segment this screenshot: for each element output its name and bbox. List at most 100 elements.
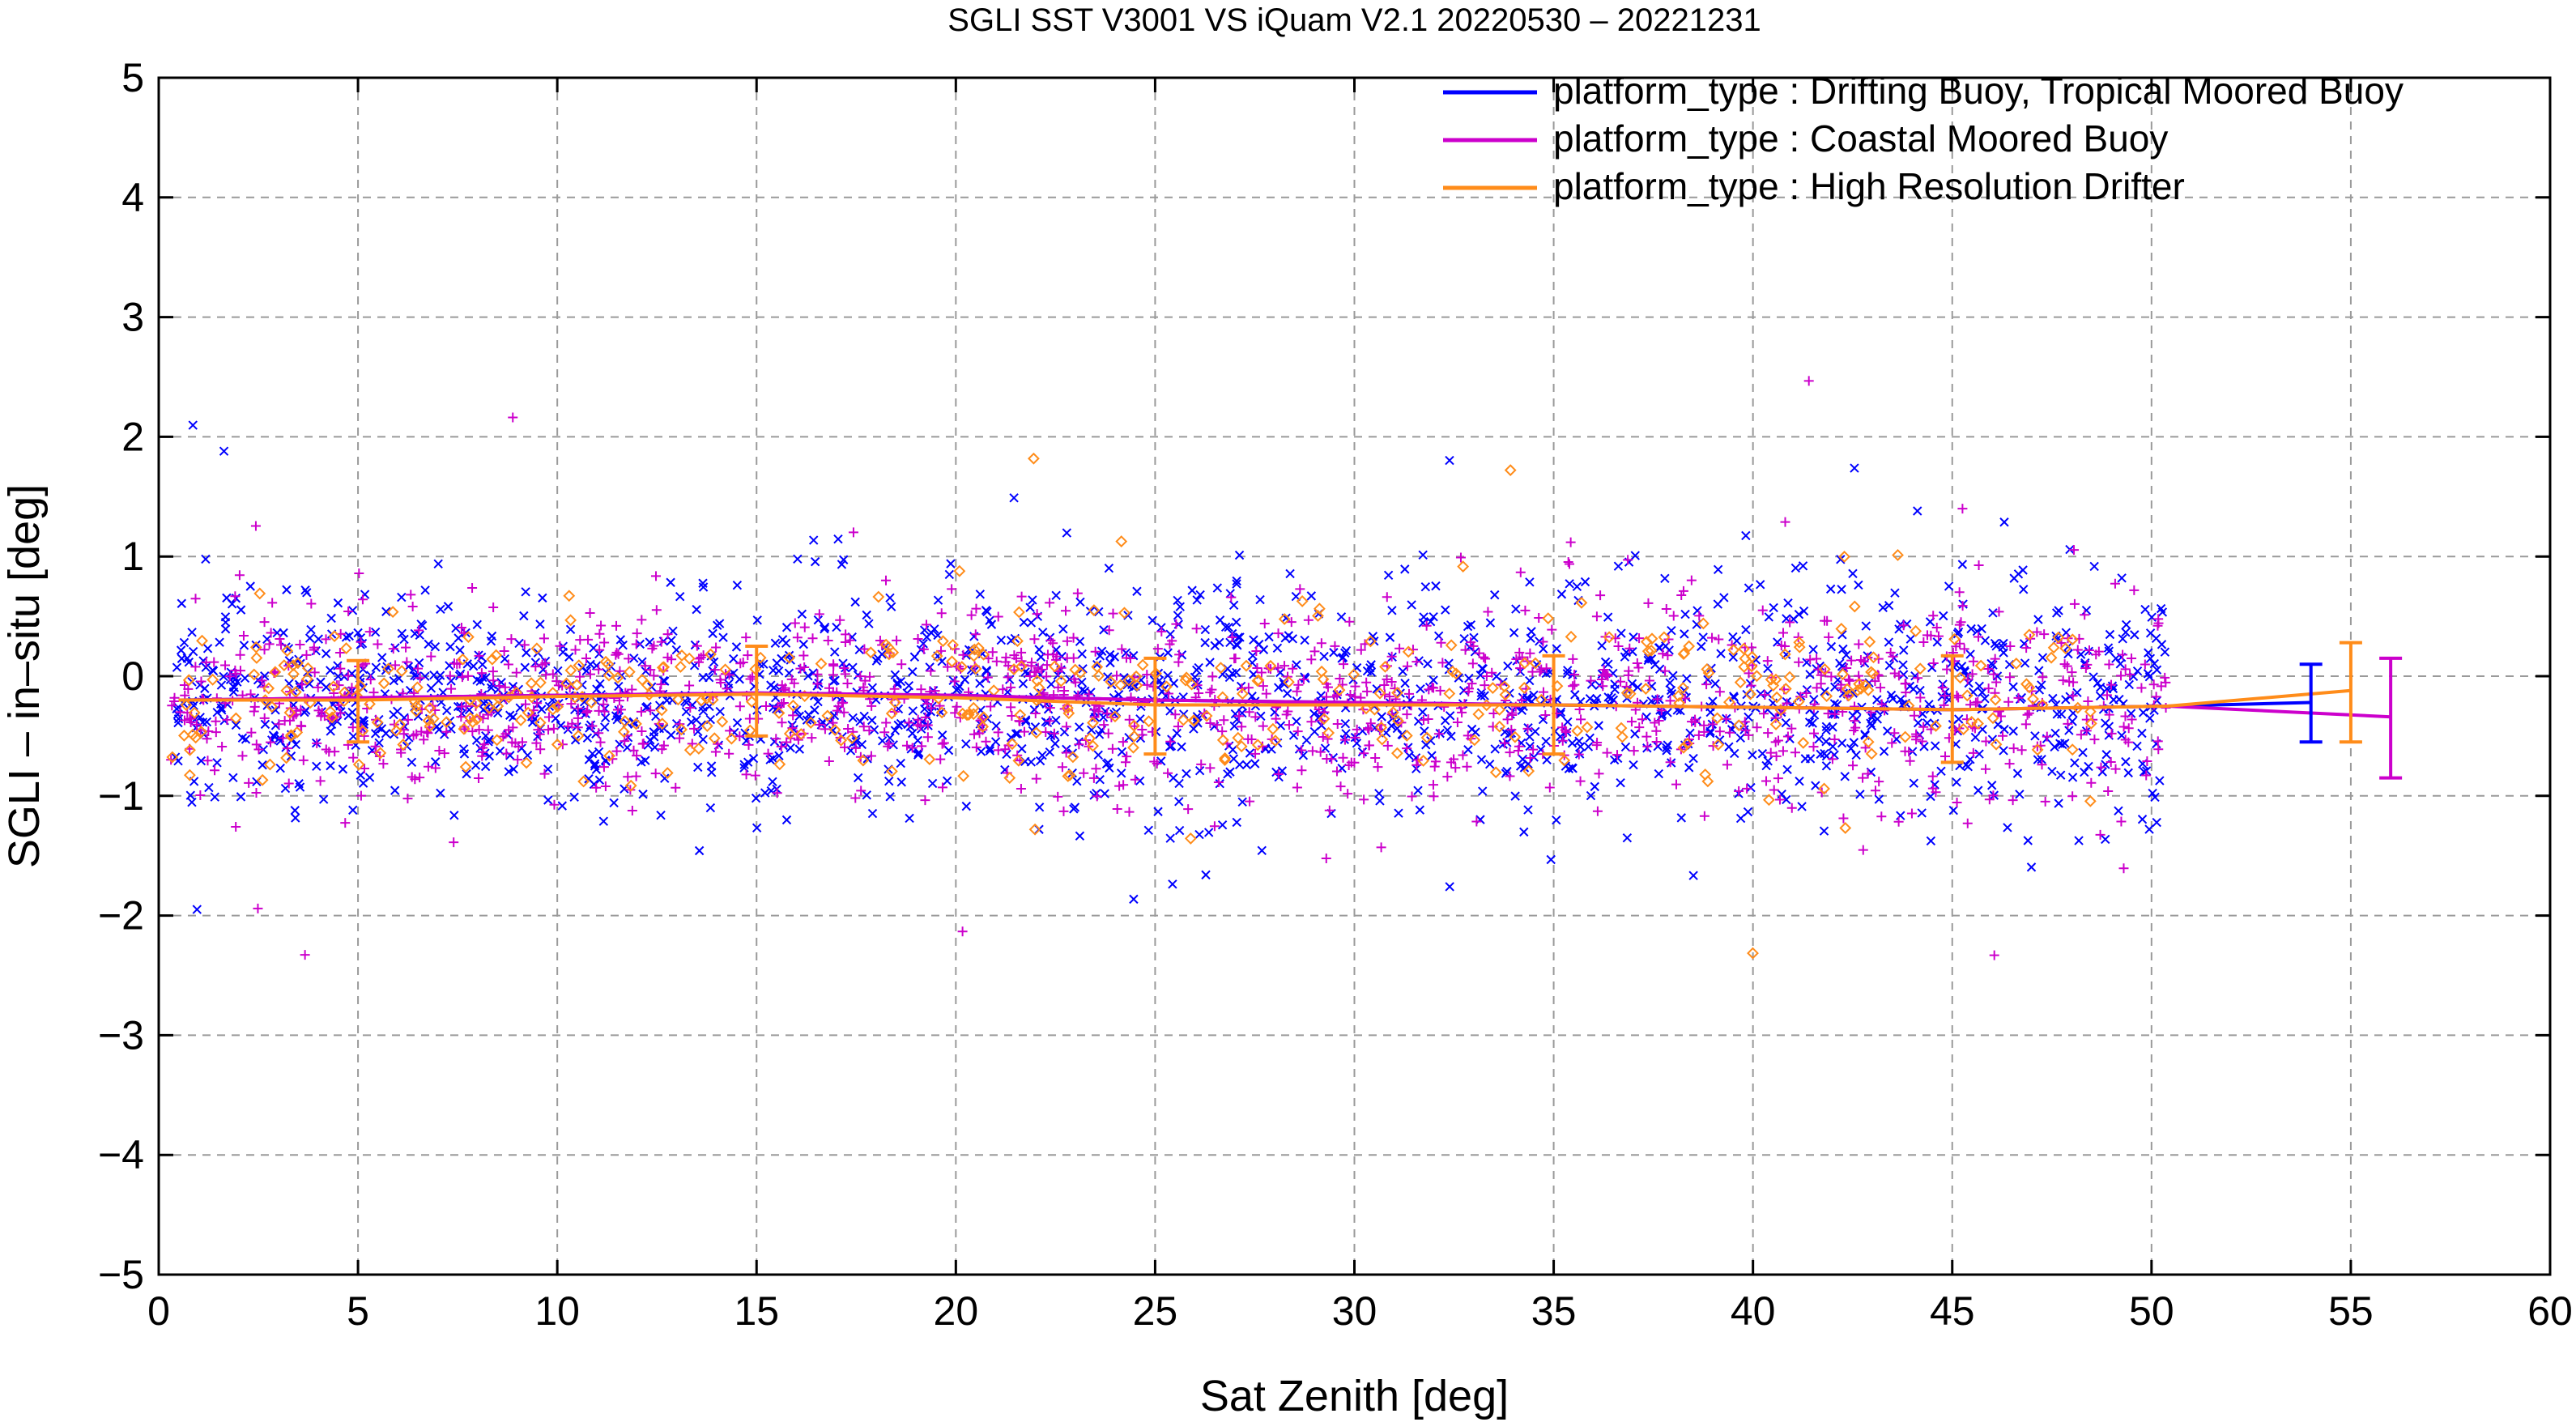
x-marker-point: [770, 638, 781, 648]
x-marker-point: [2037, 653, 2048, 662]
diamond-marker-point: [1498, 680, 1511, 693]
x-marker-point: [589, 643, 598, 653]
diamond-marker-point: [967, 701, 980, 714]
x-marker-point: [2147, 612, 2157, 622]
plus-marker-point: [1205, 763, 1216, 773]
plus-marker-point: [2081, 726, 2092, 736]
plus-marker-point: [1598, 681, 1608, 692]
plus-marker-point: [401, 642, 411, 653]
plus-marker-point: [476, 668, 487, 679]
plus-marker-point: [1481, 671, 1492, 681]
plus-marker-point: [520, 699, 530, 709]
diamond-marker-point: [1450, 667, 1463, 680]
diamond-marker-point: [1620, 687, 1633, 700]
x-marker-point: [282, 585, 292, 594]
diamond-marker-point: [695, 694, 708, 707]
plus-marker-point: [483, 725, 493, 735]
plus-marker-point: [195, 790, 206, 800]
x-marker-point: [1480, 691, 1489, 700]
plus-marker-point: [1350, 732, 1360, 743]
x-marker-point: [487, 631, 497, 641]
x-marker-point: [2008, 682, 2018, 692]
plus-marker-point: [1053, 682, 1063, 692]
diamond-marker-point: [835, 734, 847, 747]
plus-marker-point: [1734, 786, 1744, 796]
diamond-marker-point: [1457, 560, 1470, 573]
error-bars: [347, 641, 2403, 780]
x-marker-point: [1993, 720, 2003, 730]
x-marker-point: [1757, 748, 1768, 759]
plus-marker-point: [913, 714, 923, 725]
plus-marker-point: [2106, 679, 2117, 690]
x-marker-point: [1077, 677, 1087, 688]
diamond-marker-point: [1486, 682, 1499, 695]
plus-marker-point: [828, 661, 839, 671]
plus-marker-point: [1699, 720, 1710, 730]
diamond-marker-point: [1322, 726, 1335, 739]
plus-marker-point: [2116, 816, 2127, 827]
x-marker-point: [374, 738, 384, 748]
plus-marker-point: [1437, 658, 1448, 668]
diamond-marker-point: [459, 760, 472, 773]
plus-marker-point: [356, 636, 366, 647]
diamond-marker-point: [1899, 730, 1912, 743]
plus-marker-point: [987, 647, 998, 658]
plus-marker-point: [2161, 677, 2171, 688]
plus-marker-point: [1889, 668, 1900, 679]
diamond-marker-point: [773, 758, 786, 771]
plus-marker-point: [1111, 671, 1122, 681]
diamond-marker-point: [572, 730, 585, 743]
x-marker-point: [905, 813, 914, 824]
diamond-marker-point: [1645, 644, 1658, 657]
plus-marker-point: [1644, 675, 1654, 686]
plus-marker-point: [1295, 584, 1305, 594]
diamond-marker-point: [1180, 671, 1193, 684]
plus-marker-point: [1256, 667, 1267, 678]
diamond-marker-point: [1122, 674, 1135, 687]
plus-marker-point: [2032, 627, 2042, 637]
plus-marker-point: [2004, 759, 2015, 769]
diamond-marker-point: [1373, 687, 1386, 700]
diamond-marker-point: [1990, 738, 2003, 751]
diamond-marker-point: [619, 715, 632, 727]
plus-marker-point: [1433, 729, 1444, 739]
plus-marker-point: [531, 738, 542, 748]
x-marker-point: [1819, 826, 1829, 836]
diamond-marker-point: [280, 684, 293, 697]
x-marker-point: [2101, 834, 2110, 845]
x-marker-point: [1836, 555, 1846, 564]
diamond-marker-point: [249, 641, 262, 654]
plus-marker-point: [1331, 766, 1342, 777]
diamond-marker-point: [1542, 612, 1555, 625]
diamond-marker-point: [177, 729, 190, 742]
plus-marker-point: [1863, 768, 1873, 779]
plus-marker-point: [585, 669, 596, 679]
x-marker-point: [1866, 718, 1876, 728]
x-marker-point: [1107, 679, 1117, 690]
plus-marker-point: [901, 740, 912, 751]
diamond-marker-point: [1769, 718, 1782, 730]
x-marker-point: [748, 753, 759, 764]
diamond-marker-point: [1948, 632, 1961, 645]
x-marker-point: [729, 654, 739, 664]
x-marker-point: [985, 615, 994, 625]
x-marker-point: [1620, 742, 1631, 752]
x-marker-point: [2067, 773, 2078, 782]
plus-marker-point: [1219, 715, 1229, 726]
x-marker-point: [1200, 637, 1210, 648]
plus-marker-point: [259, 617, 270, 628]
x-marker-point: [888, 740, 898, 750]
plus-marker-point: [744, 713, 755, 724]
plus-marker-point: [1528, 744, 1539, 755]
diamond-marker-point: [1818, 782, 1830, 795]
plus-marker-point: [1634, 722, 1645, 733]
x-marker-point: [446, 676, 456, 686]
x-marker-point: [1400, 564, 1410, 574]
x-marker-point: [739, 760, 749, 769]
diamond-marker-point: [1200, 709, 1213, 722]
plus-marker-point: [2123, 723, 2134, 734]
plus-marker-point: [1642, 741, 1653, 751]
diamond-marker-point: [1867, 651, 1880, 664]
plus-marker-point: [1786, 803, 1797, 813]
x-marker-point: [1372, 684, 1382, 694]
